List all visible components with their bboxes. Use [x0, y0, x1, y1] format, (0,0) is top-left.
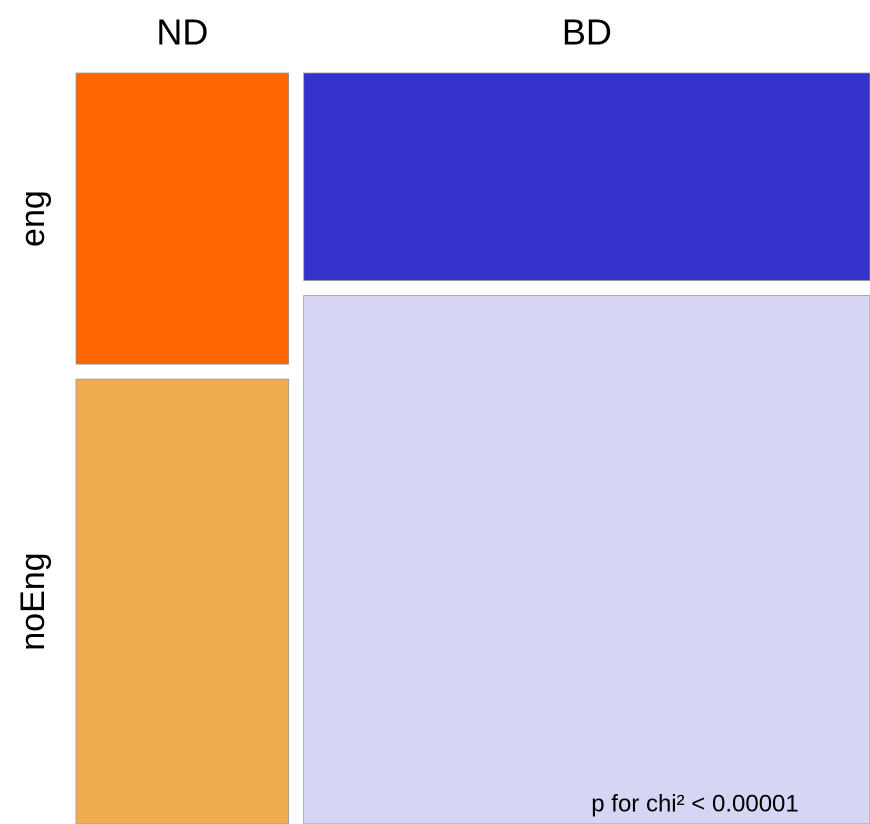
mosaic-cell — [303, 72, 870, 281]
row-label: eng — [14, 190, 52, 247]
row-label: noEng — [14, 552, 52, 650]
column-label: ND — [156, 12, 208, 53]
annotation: p for chi² < 0.00001 — [591, 790, 798, 817]
mosaic-cell — [303, 295, 870, 824]
column-label: BD — [562, 12, 612, 53]
mosaic-cell — [75, 72, 290, 365]
mosaic-cell — [75, 378, 290, 824]
